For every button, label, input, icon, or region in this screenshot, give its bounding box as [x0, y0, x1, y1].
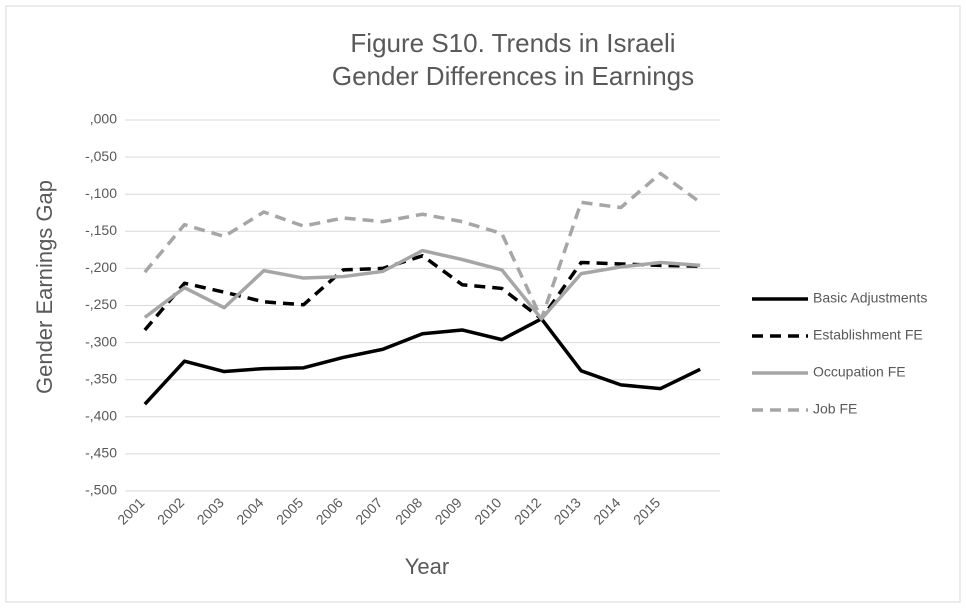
y-tick-label: -,400: [85, 408, 117, 424]
legend-label: Job FE: [813, 401, 857, 417]
y-tick-label: -,450: [85, 445, 117, 461]
chart-title: Figure S10. Trends in Israeli: [350, 28, 675, 58]
y-tick-label: ,000: [90, 111, 117, 127]
y-tick-label: -,250: [85, 296, 117, 312]
y-tick-label: -,300: [85, 333, 117, 349]
legend-label: Basic Adjustments: [813, 290, 927, 306]
y-tick-label: -,050: [85, 148, 117, 164]
y-axis-title: Gender Earnings Gap: [32, 180, 57, 394]
x-axis-title: Year: [405, 554, 449, 579]
y-tick-label: -,150: [85, 222, 117, 238]
chart-title: Gender Differences in Earnings: [332, 61, 694, 91]
line-series: [143, 248, 701, 321]
y-tick-label: -,100: [85, 185, 117, 201]
y-tick-label: -,500: [85, 482, 117, 498]
line-series: [143, 317, 701, 406]
y-tick-label: -,200: [85, 259, 117, 275]
y-tick-label: -,350: [85, 370, 117, 386]
legend-label: Occupation FE: [813, 364, 906, 380]
line-series: [143, 171, 702, 321]
legend-label: Establishment FE: [813, 327, 923, 343]
